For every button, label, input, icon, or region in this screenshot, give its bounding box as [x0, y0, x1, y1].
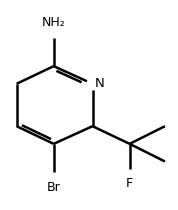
Text: Br: Br	[47, 181, 61, 194]
Text: F: F	[126, 177, 133, 190]
Text: N: N	[95, 77, 105, 90]
Text: NH₂: NH₂	[42, 16, 66, 29]
